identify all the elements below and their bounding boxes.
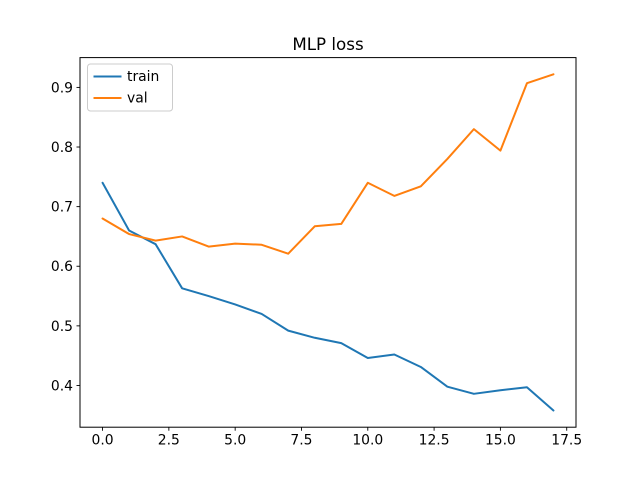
x-tick-label: 2.5: [158, 433, 180, 449]
y-tick-label: 0.6: [51, 259, 73, 275]
plot-series: [101, 73, 555, 412]
y-tick-label: 0.7: [51, 200, 73, 216]
y-tick-label: 0.5: [51, 319, 73, 335]
x-tick-label: 17.5: [551, 433, 582, 449]
x-tick-label: 5.0: [224, 433, 246, 449]
x-tick-label: 10.0: [352, 433, 383, 449]
axes-frame: [79, 57, 577, 428]
legend-label-train: train: [127, 69, 159, 85]
legend: train val: [87, 63, 173, 112]
x-tick-label: 12.5: [419, 433, 450, 449]
y-tick-label: 0.9: [51, 80, 73, 96]
y-tick-label: 0.8: [51, 140, 73, 156]
series-line-val: [101, 73, 555, 255]
x-tick-label: 15.0: [485, 433, 516, 449]
legend-label-val: val: [127, 91, 148, 107]
axis-ticks: 0.0 2.5 5.0 7.5 10.0 12.5 15.0 17.5 0.4 0.5 0.6 0.7…: [51, 80, 582, 448]
chart-title: MLP loss: [292, 34, 363, 54]
series-line-train: [101, 181, 555, 412]
x-tick-label: 7.5: [290, 433, 312, 449]
x-tick-label: 0.0: [91, 433, 113, 449]
y-tick-label: 0.4: [51, 378, 73, 394]
